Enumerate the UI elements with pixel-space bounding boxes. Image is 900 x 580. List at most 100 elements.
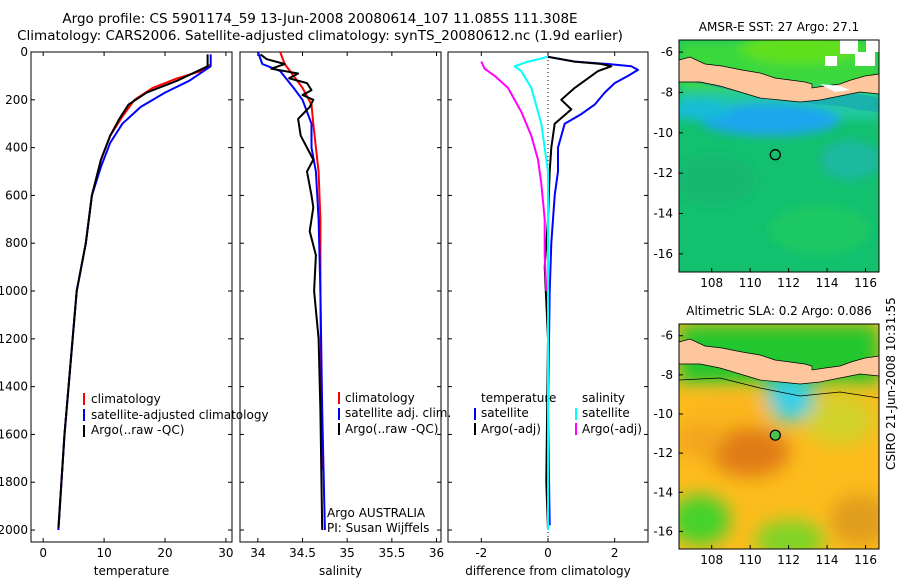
y-tick-label: 1000	[0, 284, 28, 298]
sla-map-frame	[678, 323, 880, 550]
plot-frame	[239, 51, 442, 543]
x-tick-label: 35.5	[379, 546, 406, 560]
sst-map-title: AMSR-E SST: 27 Argo: 27.1	[699, 20, 859, 34]
sst-map	[679, 40, 879, 272]
temperature-legend: climatology satellite-adjusted climatolo…	[83, 392, 269, 437]
y-tick-label: 400	[5, 141, 28, 155]
series-line	[259, 53, 324, 531]
series-line	[547, 55, 639, 526]
y-tick-label: -6	[661, 329, 673, 343]
profile-plot-2: 34 34.5 35 35.5 36 salinity	[239, 51, 444, 578]
x-tick-label: 35	[340, 546, 355, 560]
y-tick-label: -8	[661, 85, 673, 99]
legend-label: temperature	[481, 391, 556, 405]
x-axis-label: salinity	[319, 564, 362, 578]
map-axes: 108 110 112 114 116 -6 -8 -10 -12 -14 -16	[653, 45, 877, 290]
x-tick-label: 0	[39, 546, 47, 560]
x-tick-label: 0	[544, 546, 552, 560]
figure-title: Argo profile: CS 5901174_59 13-Jun-2008 …	[62, 11, 578, 27]
y-tick-label: 800	[5, 236, 28, 250]
y-tick-label: 1800	[0, 475, 28, 489]
legend-label: Argo(-adj)	[481, 422, 541, 436]
sst-land-gap	[820, 84, 850, 92]
series-line	[543, 55, 613, 531]
x-tick-label: 114	[816, 553, 839, 567]
x-tick-label: 114	[816, 276, 839, 290]
series-line	[480, 61, 548, 292]
difference-legend: temperature satellite Argo(-adj) salinit…	[474, 391, 642, 436]
y-tick-label: 1600	[0, 427, 28, 441]
x-axis-label: temperature	[94, 564, 169, 578]
legend-label: Argo(-adj)	[582, 422, 642, 436]
legend-label: satellite adj. clim.	[345, 406, 451, 420]
x-tick-label: 108	[700, 276, 723, 290]
y-tick-label: 0	[20, 45, 28, 59]
sla-land-java	[679, 338, 879, 385]
series-line	[57, 54, 209, 528]
profile-plot-3: -2 0 2 difference from climatology	[447, 51, 649, 578]
x-tick-label: 108	[700, 553, 723, 567]
x-tick-label: 10	[96, 546, 111, 560]
plot-frame	[30, 51, 233, 543]
series-lines	[480, 55, 639, 531]
sla-argo-marker	[769, 429, 781, 441]
x-tick-label: 20	[157, 546, 172, 560]
series-lines	[57, 54, 212, 531]
x-tick-label: 30	[218, 546, 233, 560]
figure-subtitle: Climatology: CARS2006. Satellite-adjuste…	[17, 28, 623, 44]
y-tick-label: 2000	[0, 523, 28, 537]
series-line	[513, 55, 549, 530]
sst-missing-data	[825, 40, 879, 66]
x-tick-label: 116	[854, 553, 877, 567]
y-tick-label: -16	[653, 247, 673, 261]
y-tick-label: 600	[5, 188, 28, 202]
y-tick-label: 200	[5, 93, 28, 107]
y-tick-label: -14	[653, 206, 673, 220]
y-tick-label: -8	[661, 368, 673, 382]
x-axis-label: difference from climatology	[465, 564, 631, 578]
y-tick-label: -12	[653, 166, 673, 180]
y-tick-label: -6	[661, 45, 673, 59]
series-line	[57, 54, 212, 531]
annotation-line: PI: Susan Wijffels	[327, 521, 429, 535]
legend-label: satellite	[582, 406, 630, 420]
x-tick-label: -2	[475, 546, 487, 560]
map-axes: 108 110 112 114 116 -6 -8 -10 -12 -14 -16	[653, 329, 877, 567]
profile-plot-1: 0 10 20 30 0 200 400 600 800 1000 1200 1400 1600 1800…	[0, 45, 234, 578]
x-tick-label: 110	[739, 276, 762, 290]
y-tick-label: -10	[653, 407, 673, 421]
y-tick-label: 1400	[0, 380, 28, 394]
series-line	[57, 63, 212, 531]
legend-label: Argo(..raw -QC)	[91, 423, 184, 437]
series-lines	[256, 52, 326, 531]
y-tick-label: -14	[653, 485, 673, 499]
annotation-line: Argo AUSTRALIA	[327, 506, 426, 520]
x-tick-label: 116	[854, 276, 877, 290]
legend-label: satellite-adjusted climatology	[91, 408, 269, 422]
timestamp-label: CSIRO 21-Jun-2008 10:31:55	[884, 297, 898, 470]
salinity-legend: climatology satellite adj. clim. Argo(..…	[327, 391, 451, 535]
legend-label: Argo(..raw -QC)	[345, 422, 438, 436]
x-tick-label: 112	[777, 553, 800, 567]
sst-argo-marker	[769, 149, 781, 161]
y-tick-label: -10	[653, 126, 673, 140]
legend-label: salinity	[582, 391, 625, 405]
sst-field	[679, 40, 879, 255]
sla-contour-line	[679, 377, 879, 399]
sla-map-title: Altimetric SLA: 0.2 Argo: 0.086	[686, 304, 871, 318]
x-tick-label: 2	[611, 546, 619, 560]
y-tick-label: -12	[653, 446, 673, 460]
sst-map-frame	[678, 39, 880, 273]
x-tick-label: 112	[777, 276, 800, 290]
y-tick-label: 1200	[0, 332, 28, 346]
x-tick-label: 110	[739, 553, 762, 567]
x-tick-label: 36	[429, 546, 444, 560]
x-tick-label: 34	[250, 546, 265, 560]
sla-map	[679, 324, 879, 549]
sst-land-java	[679, 56, 879, 103]
x-tick-label: 34.5	[289, 546, 316, 560]
legend-label: climatology	[345, 391, 415, 405]
legend-label: satellite	[481, 406, 529, 420]
y-tick-label: -16	[653, 524, 673, 538]
